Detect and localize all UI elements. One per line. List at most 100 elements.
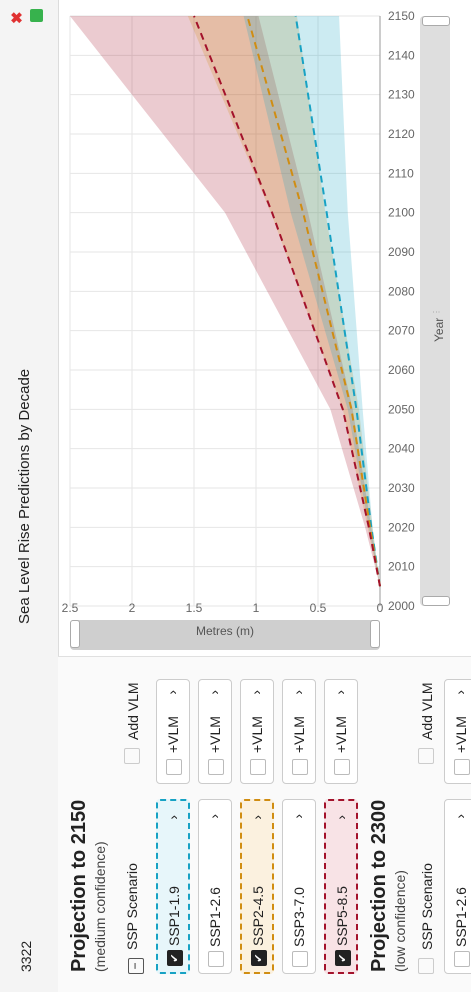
vlm-label: +VLM [249, 716, 265, 753]
section-subtitle-2150: (medium confidence) [92, 841, 108, 972]
confidence-band [243, 16, 380, 587]
chart-title: Sea Level Rise Predictions by Decade [16, 368, 33, 624]
ssp-checkbox[interactable] [208, 951, 224, 967]
minimize-icon[interactable] [30, 9, 43, 22]
y-tick-label: 0 [377, 601, 384, 615]
section-subtitle-2300: (low confidence) [392, 870, 408, 972]
y-tick-label: 1 [253, 601, 260, 615]
y-tick-label: 0.5 [310, 601, 327, 615]
vlm-checkbox[interactable] [292, 759, 308, 775]
col-vlm-label: Add VLM [125, 682, 141, 740]
ssp-checkbox[interactable]: ✔ [335, 950, 351, 966]
ssp-checkbox[interactable] [454, 951, 470, 967]
chevron-right-icon: › [452, 814, 468, 819]
chevron-right-icon: › [290, 814, 306, 819]
vlm-select[interactable]: +VLM › [156, 679, 190, 784]
vlm-checkbox[interactable] [166, 759, 182, 775]
slider-handle-right[interactable] [422, 16, 450, 26]
x-tick-label: 2030 [388, 481, 415, 495]
title-bar: 3322 Sea Level Rise Predictions by Decad… [0, 0, 59, 992]
ssp-label: SSP1-2.6 [207, 887, 223, 947]
chevron-right-icon: › [249, 815, 265, 820]
x-tick-label: 2020 [388, 520, 415, 534]
scenario-row-ssp1-1.9: ✔ SSP1-1.9 › +VLM › [156, 674, 192, 974]
x-tick-label: 2110 [388, 166, 414, 180]
x-tick-label: 2040 [388, 442, 415, 456]
median-line [246, 15, 381, 587]
chevron-right-icon: › [333, 815, 349, 820]
section-title-2300: Projection to 2300 [368, 799, 390, 972]
vlm-select[interactable]: +VLM › [240, 679, 274, 784]
select-all-toggle[interactable] [418, 958, 434, 974]
median-line [294, 15, 381, 587]
chevron-right-icon: › [248, 690, 264, 695]
vlm-checkbox[interactable] [454, 759, 470, 775]
ssp-checkbox[interactable]: ✔ [167, 950, 183, 966]
confidence-band [187, 16, 380, 587]
chevron-right-icon: › [332, 690, 348, 695]
ssp-label: SSP1-2.6 [453, 887, 469, 947]
col-ssp-label: SSP Scenario [124, 863, 140, 950]
pin-code: 3322 [18, 940, 34, 972]
x-tick-label: 2060 [388, 363, 415, 377]
section-title-2150: Projection to 2150 [68, 799, 90, 972]
ssp-label: SSP5-8.5 [334, 886, 350, 946]
x-tick-label: 2150 [388, 9, 415, 23]
chevron-right-icon: › [206, 690, 222, 695]
confidence-band [70, 16, 380, 587]
x-tick-label: 2140 [388, 48, 415, 62]
slider-handle-left[interactable] [422, 596, 450, 606]
vlm-label: +VLM [453, 716, 469, 753]
y-axis-title: Metres (m) [196, 624, 254, 638]
ssp-checkbox[interactable] [292, 951, 308, 967]
ssp-select-ssp3-7.0[interactable]: SSP3-7.0 › [282, 799, 316, 974]
vlm-all-toggle[interactable] [124, 748, 140, 764]
section-header-2150: − SSP Scenario Add VLM [124, 674, 144, 974]
ssp-select-ssp5-8.5[interactable]: ✔ SSP5-8.5 › [324, 799, 358, 974]
vlm-checkbox[interactable] [334, 759, 350, 775]
ssp-label: SSP1-1.9 [166, 886, 182, 946]
ssp-checkbox[interactable]: ✔ [251, 950, 267, 966]
vlm-checkbox[interactable] [250, 759, 266, 775]
x-tick-label: 2080 [388, 284, 415, 298]
x-tick-label: 2090 [388, 245, 415, 259]
x-tick-label: 2000 [388, 599, 415, 613]
ssp-select-ssp2-4.5[interactable]: ✔ SSP2-4.5 › [240, 799, 274, 974]
chevron-right-icon: › [164, 690, 180, 695]
vlm-label: +VLM [291, 716, 307, 753]
median-line [193, 15, 381, 587]
vlm-label: +VLM [207, 716, 223, 753]
vlm-select[interactable]: +VLM › [282, 679, 316, 784]
vlm-select[interactable]: +VLM › [444, 679, 471, 784]
ssp-label: SSP2-4.5 [250, 886, 266, 946]
chevron-right-icon: › [165, 815, 181, 820]
x-axis-range-slider[interactable]: ⋮ [420, 16, 450, 606]
vlm-select[interactable]: +VLM › [198, 679, 232, 784]
x-tick-label: 2100 [388, 206, 415, 220]
x-tick-label: 2050 [388, 402, 415, 416]
scenario-row-ssp2-4.5: ✔ SSP2-4.5 › +VLM › [240, 674, 276, 974]
y-tick-label: 1.5 [186, 601, 203, 615]
x-tick-label: 2070 [388, 324, 415, 338]
select-all-toggle[interactable]: − [128, 958, 144, 974]
ssp-select-ssp1-1.9[interactable]: ✔ SSP1-1.9 › [156, 799, 190, 974]
ssp-select-ssp1-2.6[interactable]: SSP1-2.6 › [198, 799, 232, 974]
vlm-select[interactable]: +VLM › [324, 679, 358, 784]
y-tick-label: 2.5 [62, 601, 79, 615]
vlm-all-toggle[interactable] [418, 748, 434, 764]
chevron-right-icon: › [290, 690, 306, 695]
x-tick-label: 2130 [388, 88, 415, 102]
slider-grip-icon: ⋮ [432, 308, 441, 316]
x-tick-label: 2010 [388, 560, 415, 574]
vlm-label: +VLM [333, 716, 349, 753]
vlm-label: +VLM [165, 716, 181, 753]
scenario-panel: Projection to 2150 (medium confidence) −… [58, 656, 471, 992]
close-icon[interactable]: ✖ [9, 11, 26, 24]
ssp-select-2300-ssp1-2.6[interactable]: SSP1-2.6 › [444, 799, 471, 974]
y-axis-range-slider[interactable]: Metres (m) [70, 620, 380, 650]
scenario-row-ssp3-7.0: SSP3-7.0 › +VLM › [282, 674, 318, 974]
scenario-row-ssp1-2.6: SSP1-2.6 › +VLM › [198, 674, 234, 974]
vlm-checkbox[interactable] [208, 759, 224, 775]
ssp-label: SSP3-7.0 [291, 887, 307, 947]
